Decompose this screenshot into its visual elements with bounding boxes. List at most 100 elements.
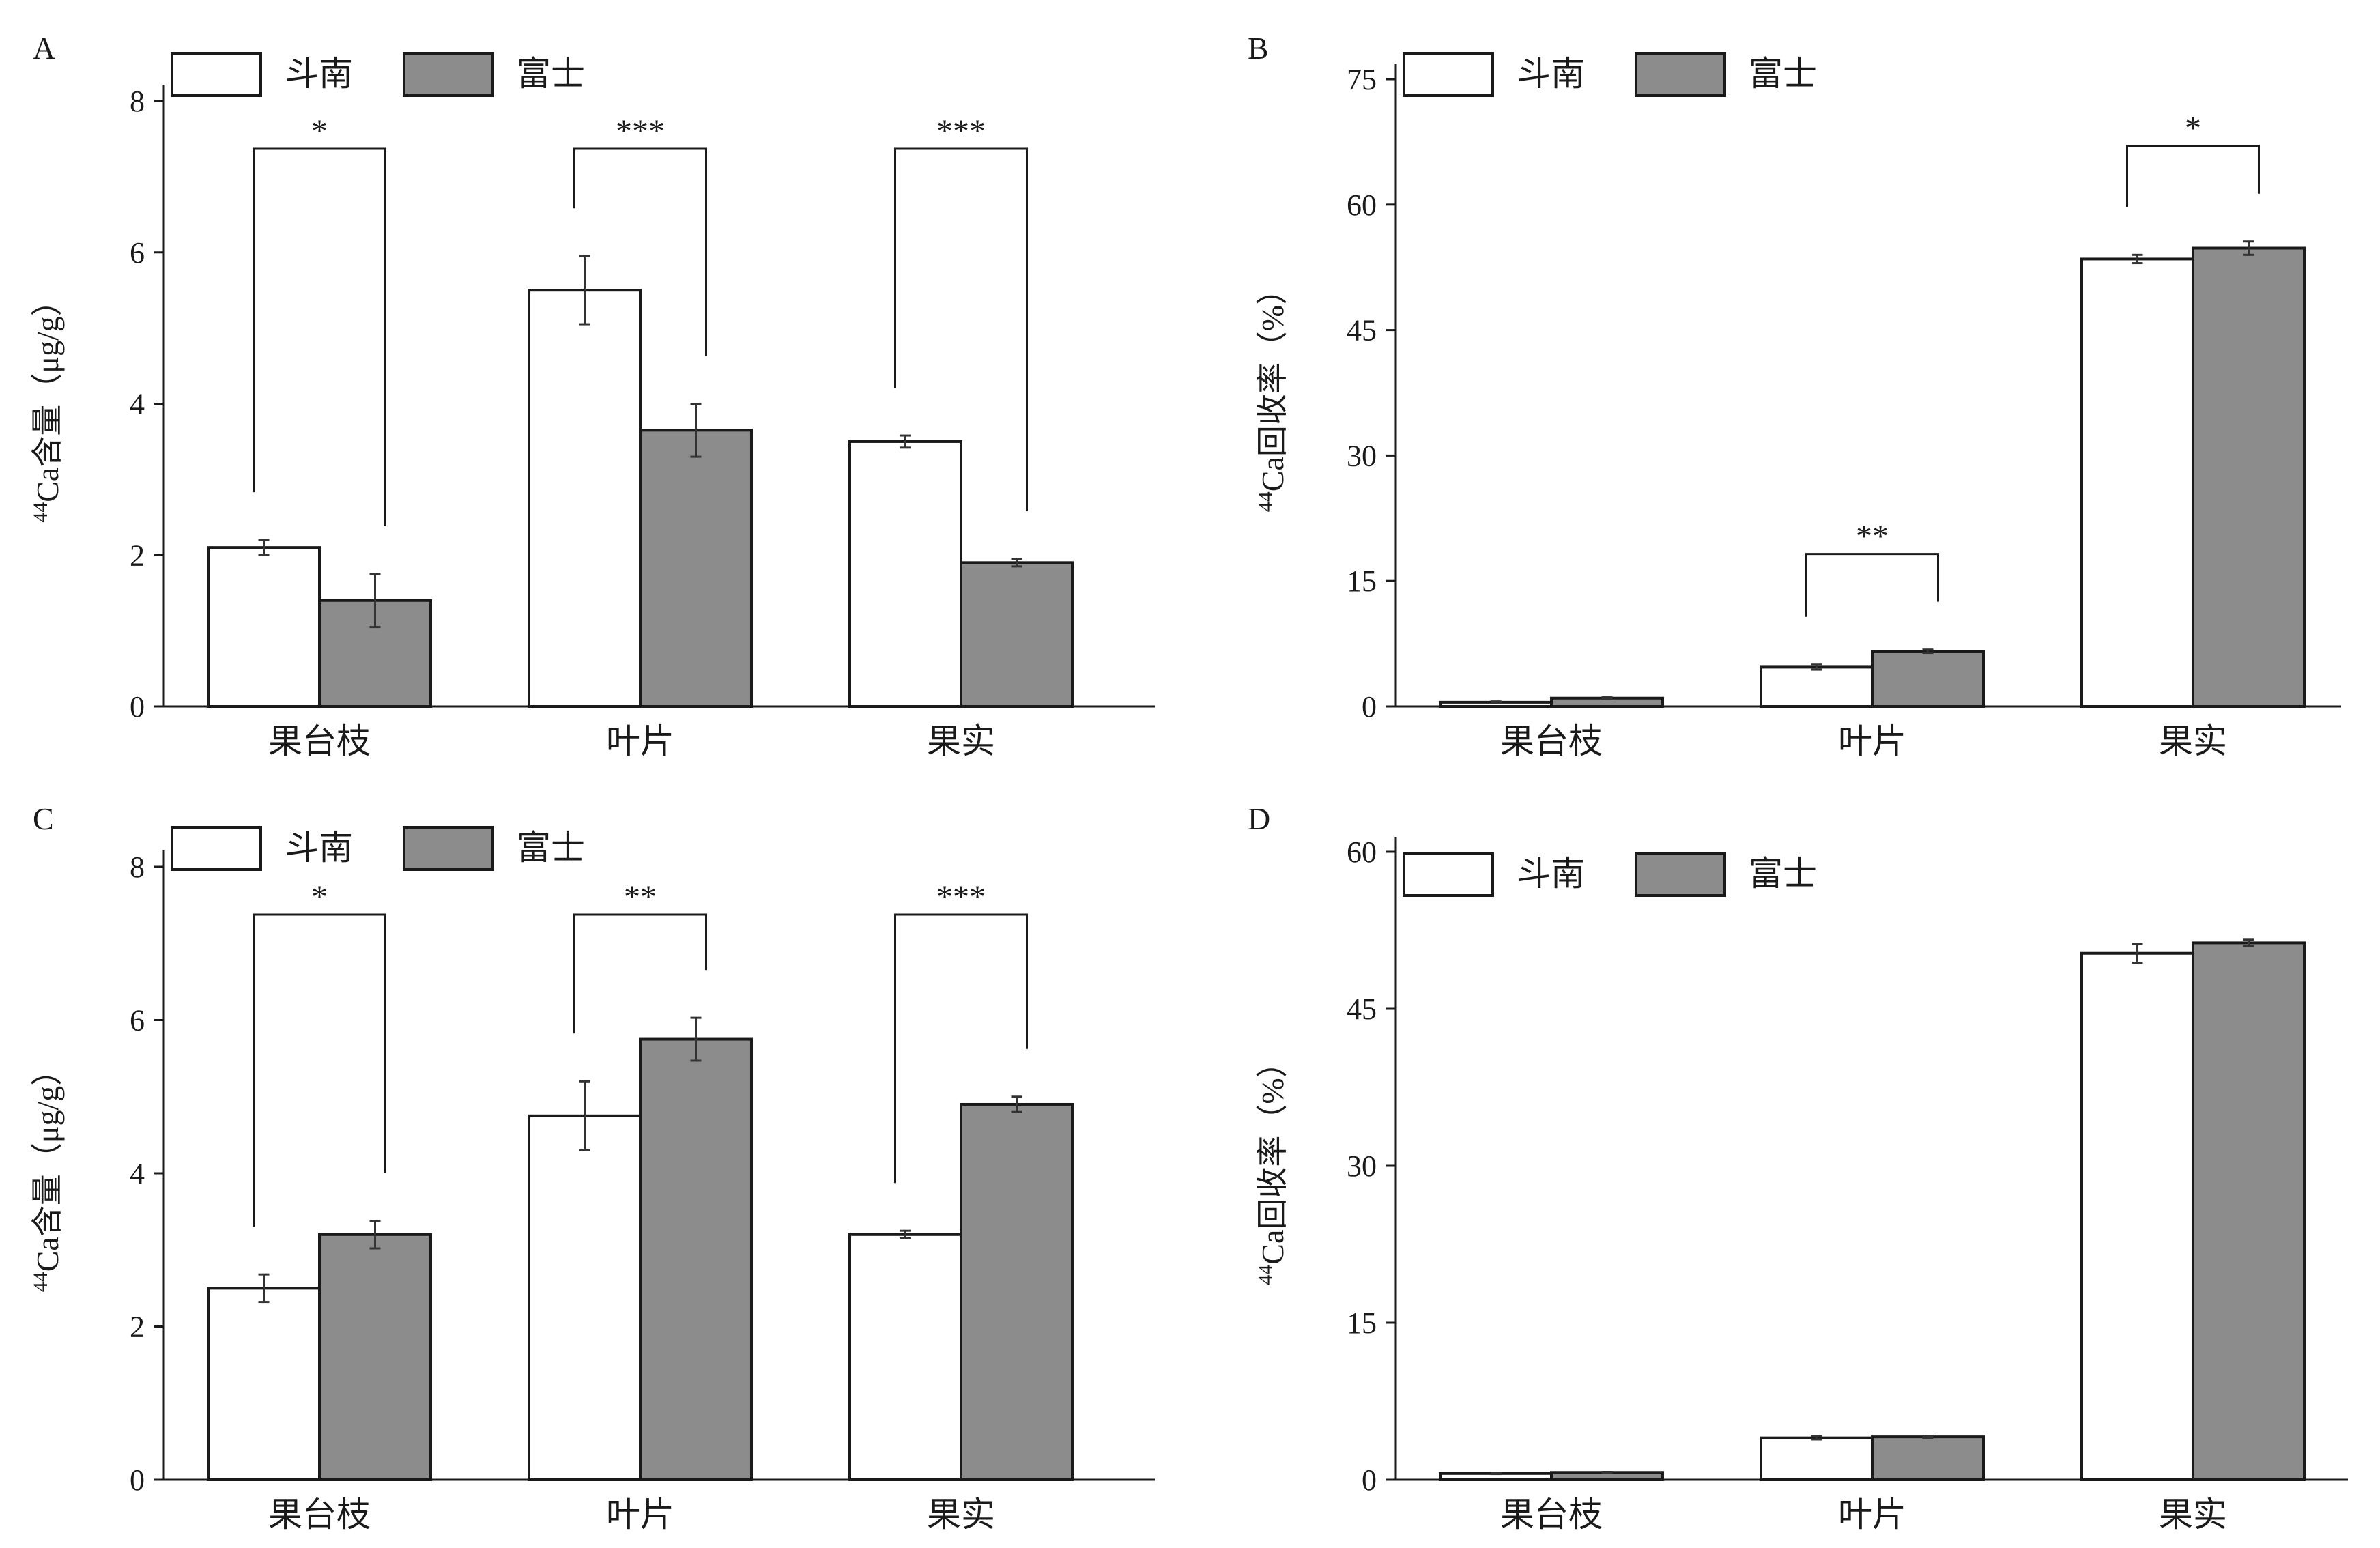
significance-bracket xyxy=(2126,145,2260,207)
y-tick-label: 8 xyxy=(130,85,145,118)
chart-panel-c: C 0 2 4 6 8 44Ca含量（μg/g） * 果台枝 ** 叶片 *** 果实 斗南 富士 xyxy=(29,801,1155,1534)
significance-marker: * xyxy=(2185,111,2201,147)
bar-dounan xyxy=(207,546,321,708)
y-tick-label: 60 xyxy=(1347,188,1377,222)
legend-swatch-fuji xyxy=(1635,52,1726,97)
bar-fuji xyxy=(960,561,1074,708)
y-axis-label-superscript: 44 xyxy=(29,1272,52,1292)
chart-panel-d: D 0 15 30 45 60 44Ca回收率（%） 果台枝 叶片 果实 斗南 富士 xyxy=(1248,801,2348,1534)
y-tick-label: 4 xyxy=(130,1157,145,1190)
legend-label-fuji: 富士 xyxy=(1749,855,1817,893)
bar-fuji xyxy=(639,1037,753,1481)
legend-label-dounan: 斗南 xyxy=(285,829,353,867)
y-tick-label: 75 xyxy=(1347,63,1377,96)
bar-dounan xyxy=(2080,257,2194,708)
significance-bracket xyxy=(1805,553,1939,617)
bar-fuji xyxy=(318,1233,432,1482)
y-tick-label: 15 xyxy=(1347,564,1377,598)
y-tick-label: 2 xyxy=(130,1310,145,1344)
y-tick-label: 15 xyxy=(1347,1306,1377,1340)
y-tick-label: 60 xyxy=(1347,835,1377,869)
chart-panel-b: B 0 15 30 45 60 75 44Ca回收率（%） 果台枝 ** 叶片 * 果实 斗南 富士 xyxy=(1248,31,2341,760)
bar-fuji xyxy=(2192,246,2306,708)
category-label: 叶片 xyxy=(606,722,674,760)
panel-label: D xyxy=(1248,801,1270,836)
y-axis-label-superscript: 44 xyxy=(1254,491,1277,512)
y-tick-label: 30 xyxy=(1347,1149,1377,1183)
y-tick-label: 0 xyxy=(1362,1463,1377,1497)
category-label: 果台枝 xyxy=(268,1495,371,1534)
significance-marker: *** xyxy=(936,113,986,149)
significance-marker: * xyxy=(311,113,328,149)
significance-bracket xyxy=(253,147,386,526)
bar-dounan xyxy=(848,440,962,708)
legend-label-fuji: 富士 xyxy=(517,829,585,867)
bar-dounan xyxy=(528,289,642,708)
y-tick-label: 4 xyxy=(130,388,145,421)
legend-swatch-fuji xyxy=(1635,852,1726,897)
category-label: 果台枝 xyxy=(1500,1495,1603,1534)
legend-label-dounan: 斗南 xyxy=(1517,55,1585,93)
category-label: 叶片 xyxy=(606,1495,674,1534)
y-axis-label-text: Ca回收率（%） xyxy=(1255,1046,1290,1264)
category-label: 果实 xyxy=(2159,722,2227,760)
significance-marker: *** xyxy=(936,879,986,915)
y-tick-label: 45 xyxy=(1347,992,1377,1026)
legend-swatch-fuji xyxy=(403,826,494,871)
bar-fuji xyxy=(960,1102,1074,1481)
y-tick-label: 0 xyxy=(1362,690,1377,723)
bar-fuji xyxy=(1871,1435,1985,1481)
category-label: 果台枝 xyxy=(268,722,371,760)
legend-swatch-fuji xyxy=(403,52,494,97)
y-axis-label: 44Ca含量（μg/g） xyxy=(29,1055,65,1293)
legend-swatch-dounan xyxy=(171,52,262,97)
legend-label-fuji: 富士 xyxy=(1749,55,1817,93)
y-axis-label-text: Ca含量（μg/g） xyxy=(30,285,65,502)
significance-bracket xyxy=(573,913,707,1034)
significance-marker: ** xyxy=(624,879,657,915)
category-label: 果台枝 xyxy=(1500,722,1603,760)
y-axis-label-superscript: 44 xyxy=(1254,1265,1277,1285)
significance-marker: * xyxy=(311,879,328,915)
legend-label-dounan: 斗南 xyxy=(1517,855,1585,893)
legend-swatch-dounan xyxy=(1403,52,1494,97)
y-tick-label: 0 xyxy=(130,690,145,723)
y-axis-label-superscript: 44 xyxy=(29,502,52,523)
y-tick-label: 6 xyxy=(130,1004,145,1037)
significance-marker: *** xyxy=(616,113,665,149)
y-axis-label: 44Ca回收率（%） xyxy=(1254,274,1290,512)
category-label: 果实 xyxy=(927,1495,995,1534)
y-axis-label-text: Ca回收率（%） xyxy=(1255,274,1290,491)
category-label: 叶片 xyxy=(1838,722,1906,760)
y-tick-label: 45 xyxy=(1347,314,1377,347)
category-label: 叶片 xyxy=(1838,1495,1906,1534)
y-tick-label: 0 xyxy=(130,1463,145,1497)
y-tick-label: 8 xyxy=(130,850,145,884)
significance-marker: ** xyxy=(1856,519,1889,555)
bar-dounan xyxy=(1760,1436,1874,1482)
legend-label-fuji: 富士 xyxy=(517,55,585,93)
legend-swatch-dounan xyxy=(171,826,262,871)
y-tick-label: 2 xyxy=(130,539,145,572)
bar-dounan xyxy=(1760,665,1874,708)
significance-bracket xyxy=(894,913,1028,1184)
chart-panel-a: A 0 2 4 6 8 44Ca含量（μg/g） * 果台枝 *** 叶片 *** 果实 斗南 富士 xyxy=(29,31,1155,760)
y-axis-label: 44Ca回收率（%） xyxy=(1254,1046,1290,1285)
panel-label: C xyxy=(33,801,54,836)
significance-bracket xyxy=(573,147,707,356)
panel-label: B xyxy=(1248,31,1269,66)
y-axis-label-text: Ca含量（μg/g） xyxy=(30,1055,65,1272)
y-axis-label: 44Ca含量（μg/g） xyxy=(29,285,65,523)
bar-fuji xyxy=(2192,941,2306,1481)
y-tick-label: 6 xyxy=(130,236,145,270)
bar-dounan xyxy=(848,1233,962,1482)
y-tick-label: 30 xyxy=(1347,439,1377,472)
legend-label-dounan: 斗南 xyxy=(285,55,353,93)
bar-dounan xyxy=(528,1114,642,1481)
significance-bracket xyxy=(894,147,1028,511)
category-label: 果实 xyxy=(927,722,995,760)
bar-dounan xyxy=(207,1287,321,1481)
panel-label: A xyxy=(33,31,55,66)
legend-swatch-dounan xyxy=(1403,852,1494,897)
